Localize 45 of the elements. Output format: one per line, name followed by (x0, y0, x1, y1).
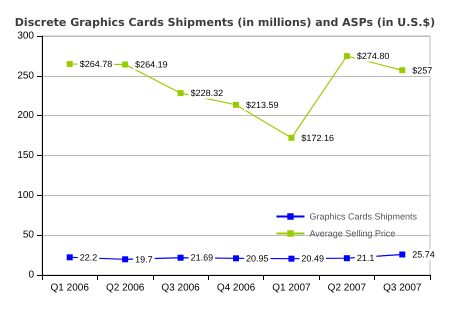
point (178, 90, 184, 96)
y-tick-label: 50 (22, 230, 34, 241)
x-tick-label: Q3 2007 (383, 282, 422, 294)
point (344, 255, 350, 262)
data-label: 20.95 (246, 253, 269, 264)
x-tick-label: Q2 2007 (328, 282, 366, 294)
point (344, 53, 350, 60)
data-label: 22.2 (80, 252, 98, 262)
y-tick-label: 200 (17, 110, 34, 122)
data-label: 21.1 (356, 253, 374, 264)
point (399, 251, 406, 258)
y-tick-label: 300 (17, 30, 34, 42)
y-tick-label: 250 (17, 70, 34, 82)
data-label: $228.32 (190, 88, 224, 98)
point (122, 62, 128, 68)
y-tick-label: 0 (28, 270, 34, 280)
y-tick-label: 150 (17, 150, 34, 161)
legend-label: Graphics Cards Shipments (309, 212, 418, 222)
point (122, 256, 128, 262)
data-label: 25.74 (412, 249, 435, 260)
chart-title: Discrete Graphics Cards Shipments (in millions) and ASPs (in U.S.$) (14, 16, 436, 29)
point (233, 255, 239, 262)
x-tick-label: Q1 2006 (50, 282, 90, 294)
point (288, 134, 294, 141)
data-label: $264.19 (135, 60, 168, 70)
point (288, 256, 294, 262)
point (399, 67, 406, 74)
x-tick-label: Q4 2006 (216, 282, 256, 294)
x-tick-label: Q1 2007 (272, 282, 312, 294)
data-label: $274.80 (356, 51, 390, 62)
data-label: $257 (412, 65, 432, 76)
data-label: 19.7 (135, 254, 153, 264)
data-label: $264.78 (80, 59, 112, 70)
x-tick-label: Q2 2006 (106, 282, 145, 294)
data-label: 21.69 (190, 252, 214, 263)
y-tick-label: 100 (17, 190, 34, 201)
data-label: 20.49 (301, 254, 324, 264)
point (66, 254, 73, 260)
data-label: $213.59 (246, 100, 279, 110)
point (178, 254, 184, 261)
x-tick-label: Q3 2006 (161, 282, 200, 294)
legend-label: Average Selling Price (309, 228, 396, 238)
data-label: $172.16 (301, 132, 334, 143)
point (66, 61, 73, 68)
point (233, 102, 239, 108)
